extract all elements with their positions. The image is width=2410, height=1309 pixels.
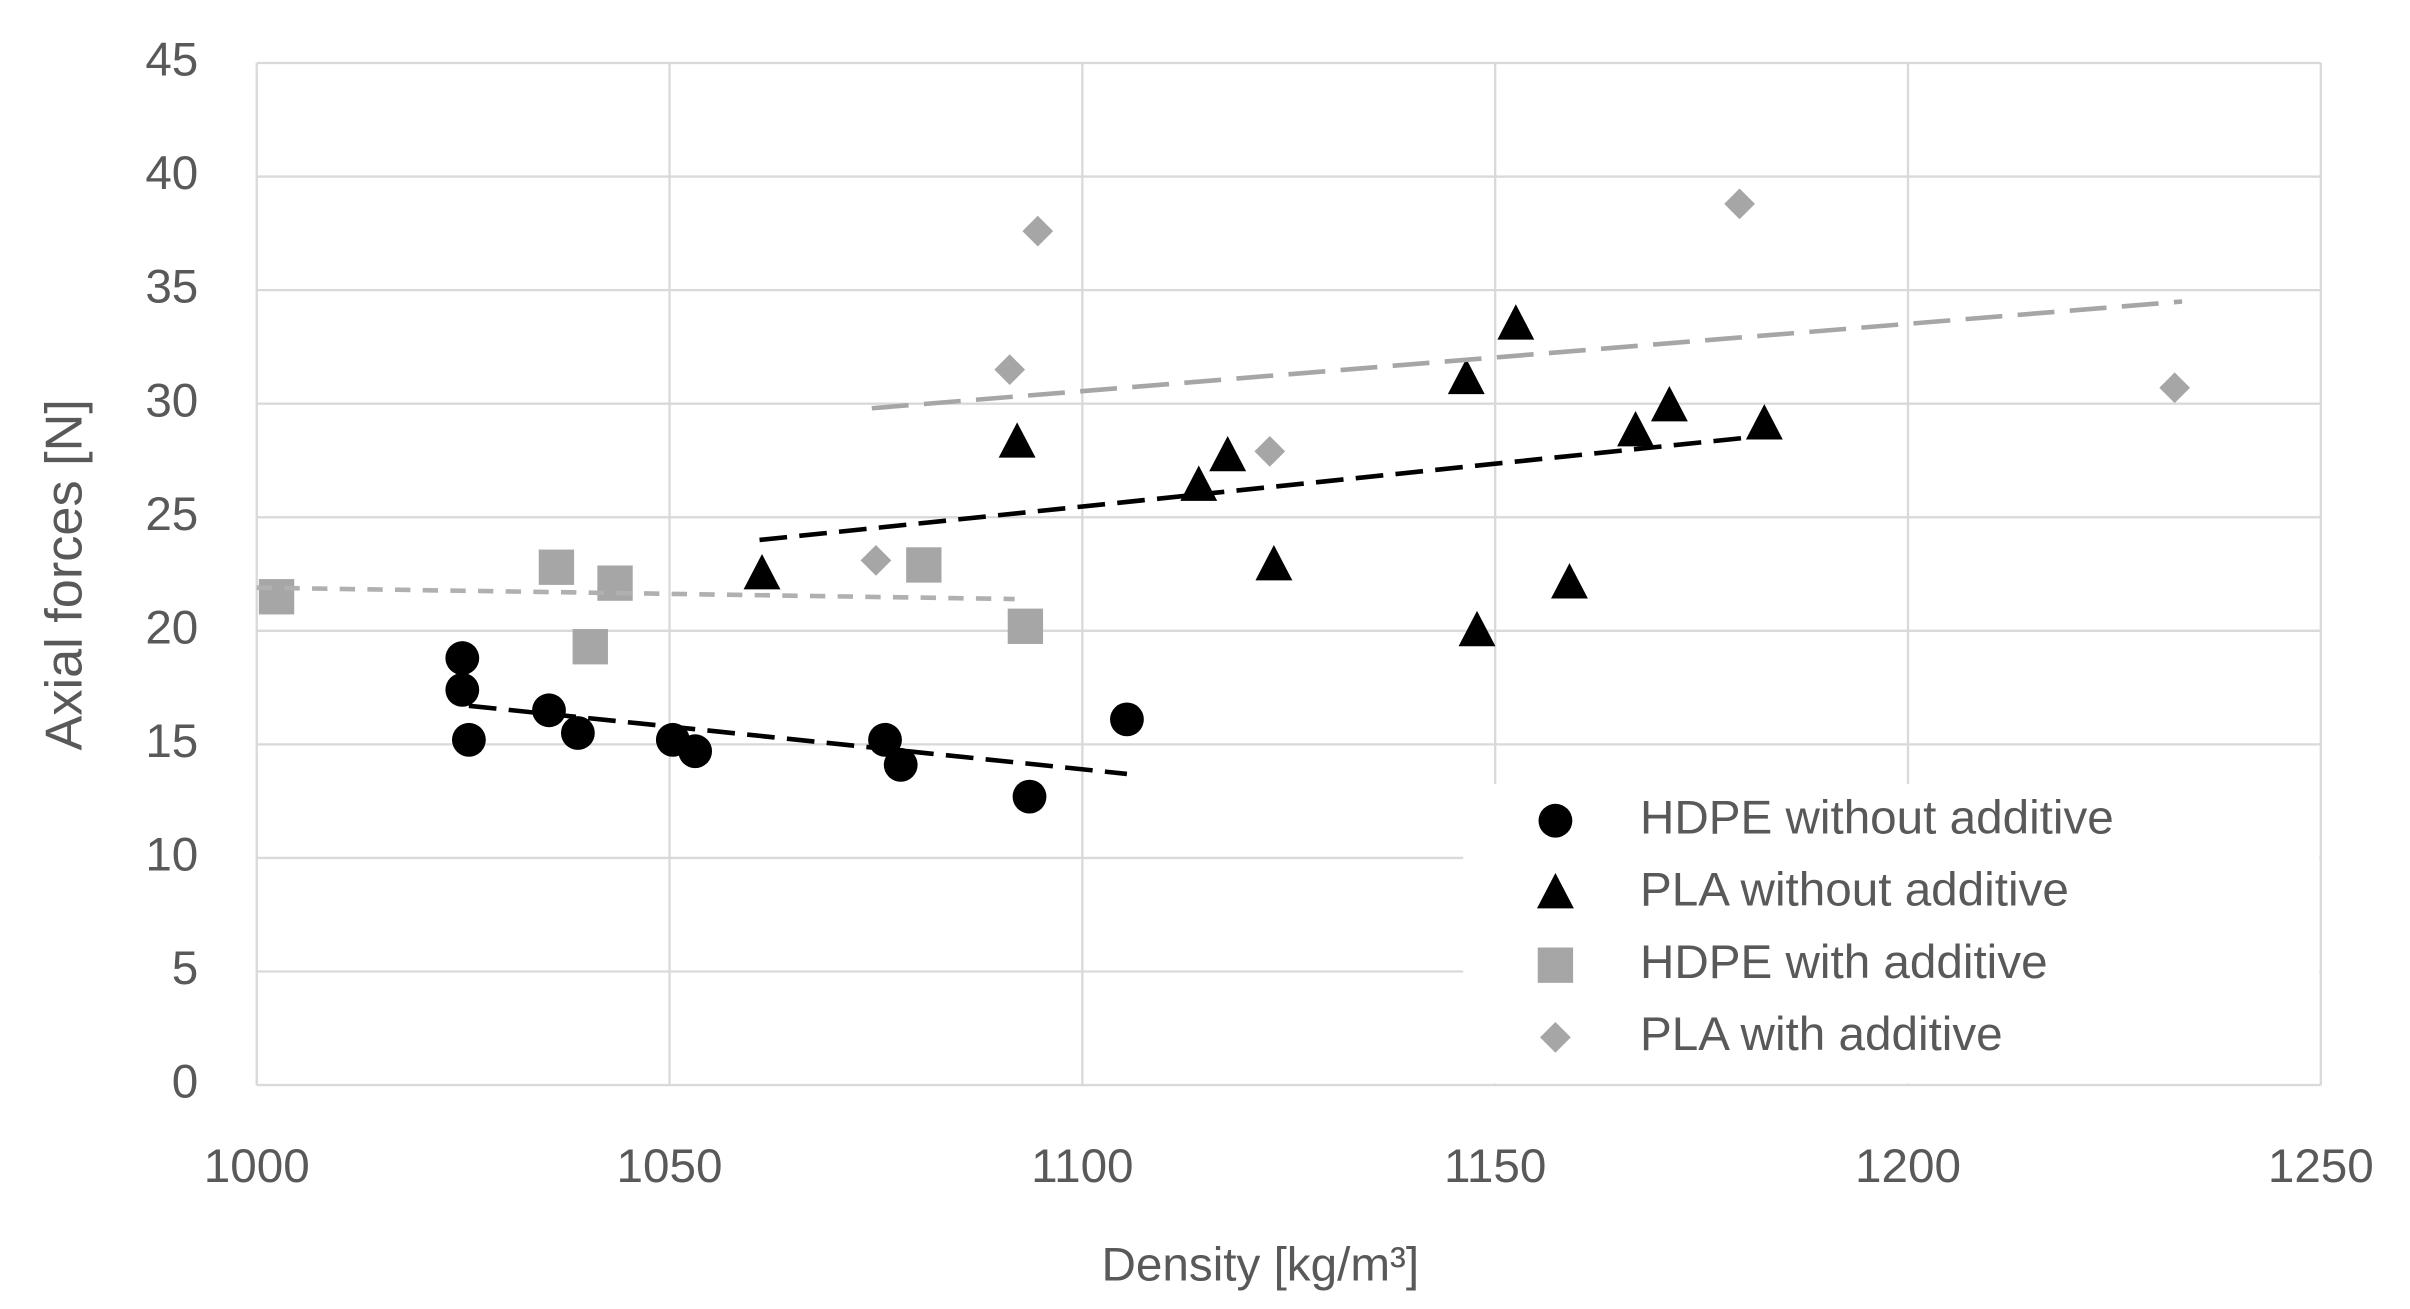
data-point	[1022, 215, 1054, 247]
data-point	[906, 547, 942, 583]
trendline	[256, 585, 1015, 602]
data-point	[572, 629, 608, 665]
legend-label: HDPE without additive	[1640, 791, 2114, 844]
y-tick-label: 40	[145, 147, 198, 200]
y-tick-label: 20	[145, 601, 198, 654]
data-point	[678, 734, 713, 769]
data-point	[1650, 385, 1688, 422]
legend-label: HDPE with additive	[1640, 936, 2048, 989]
data-point	[1745, 404, 1783, 440]
y-tick-label: 30	[145, 374, 198, 427]
data-point	[258, 579, 295, 615]
x-tick-label: 1050	[617, 1140, 723, 1193]
data-point	[1497, 304, 1535, 340]
legend-label: PLA with additive	[1640, 1008, 2003, 1061]
y-tick-label: 35	[145, 261, 198, 314]
data-point	[1551, 563, 1588, 599]
y-tick-label: 10	[145, 829, 198, 882]
legend-box	[1463, 783, 2320, 1084]
legend-marker	[1540, 1022, 1571, 1053]
y-tick-label: 25	[145, 488, 198, 541]
data-point	[883, 747, 918, 782]
legend-marker	[1536, 872, 1574, 909]
x-tick-label: 1250	[2268, 1140, 2374, 1193]
data-point	[1209, 435, 1247, 472]
data-point	[538, 549, 575, 585]
data-point	[1254, 436, 1286, 467]
data-point	[445, 641, 480, 675]
x-axis-label: Density [kg/m³]	[1102, 1239, 1420, 1292]
y-axis-label: Axial forces [N]	[35, 399, 93, 750]
data-point	[860, 545, 892, 576]
data-point	[998, 422, 1036, 458]
y-tick-label: 5	[172, 942, 198, 995]
y-tick-label: 0	[172, 1056, 198, 1109]
data-point	[1724, 188, 1755, 220]
data-point	[1110, 702, 1144, 737]
trendline	[759, 433, 1768, 543]
legend-label: PLA without additive	[1640, 864, 2069, 917]
trendline	[468, 703, 1128, 777]
trendline	[871, 299, 2183, 411]
x-tick-label: 1100	[1031, 1140, 1133, 1193]
data-point	[2159, 372, 2191, 404]
data-point	[451, 722, 486, 757]
data-point	[1255, 544, 1293, 581]
data-point	[1012, 779, 1047, 814]
legend-marker	[1538, 803, 1573, 838]
data-point	[1617, 410, 1654, 447]
legend-marker	[1537, 947, 1574, 983]
y-tick-label: 45	[145, 34, 198, 87]
data-point	[1458, 610, 1496, 647]
data-point	[743, 554, 781, 590]
data-point	[994, 354, 1026, 385]
data-point	[1007, 608, 1044, 644]
data-point	[532, 693, 566, 728]
x-tick-label: 1200	[1855, 1140, 1961, 1193]
data-point	[560, 716, 595, 750]
y-tick-label: 15	[145, 715, 198, 768]
x-tick-label: 1000	[204, 1140, 310, 1193]
x-tick-label: 1150	[1444, 1140, 1546, 1193]
data-point	[1447, 358, 1485, 395]
data-point	[445, 672, 480, 707]
